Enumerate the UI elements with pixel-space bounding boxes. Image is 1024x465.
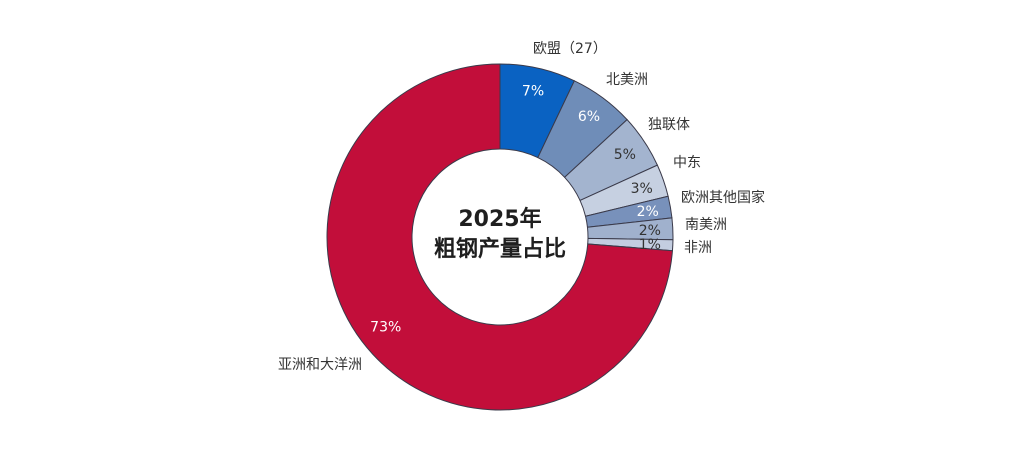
- percent-label-7: 73%: [370, 319, 401, 335]
- category-label-0: 欧盟（27）: [533, 41, 607, 57]
- category-label-6: 非洲: [684, 240, 712, 256]
- percent-label-4: 2%: [637, 204, 659, 220]
- percent-label-0: 7%: [522, 84, 544, 100]
- category-label-2: 独联体: [648, 117, 690, 133]
- percent-label-5: 2%: [639, 223, 661, 239]
- percent-labels-group: 7%6%5%3%2%2%1%73%: [370, 84, 661, 336]
- category-label-3: 中东: [673, 155, 701, 171]
- percent-label-2: 5%: [614, 147, 636, 163]
- category-label-5: 南美洲: [685, 217, 727, 233]
- center-title-line2: 粗钢产量占比: [434, 236, 566, 262]
- slices-group: [326, 63, 674, 411]
- slice-7: [326, 63, 673, 411]
- category-label-7: 亚洲和大洋洲: [278, 357, 362, 373]
- percent-label-1: 6%: [578, 109, 600, 125]
- percent-label-6: 1%: [639, 237, 661, 253]
- center-title-line1: 2025年: [458, 206, 541, 232]
- category-label-1: 北美洲: [606, 72, 648, 88]
- category-label-4: 欧洲其他国家: [681, 189, 765, 206]
- percent-label-3: 3%: [631, 181, 653, 197]
